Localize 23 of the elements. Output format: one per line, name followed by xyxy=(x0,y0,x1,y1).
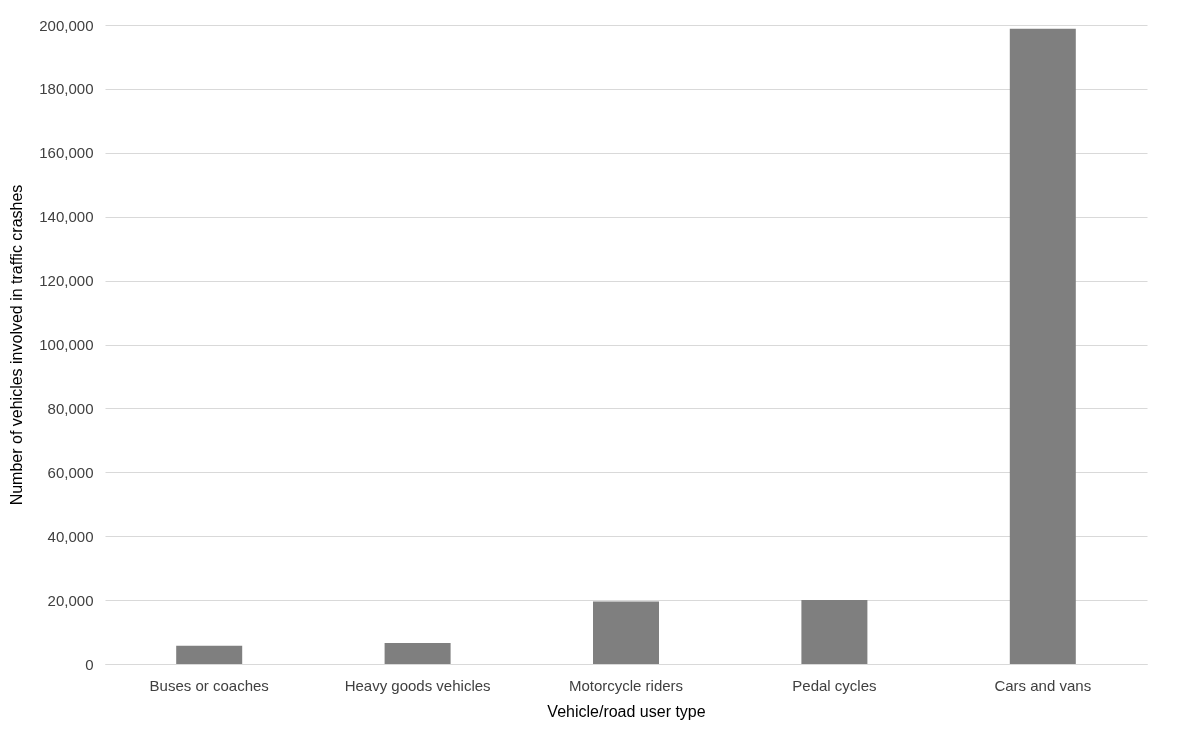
bar xyxy=(176,645,243,664)
y-tick-label: 20,000 xyxy=(47,591,94,609)
x-tick-label: Pedal cycles xyxy=(792,676,877,694)
bar xyxy=(1009,28,1076,664)
y-tick-label: 60,000 xyxy=(47,463,94,481)
y-tick-label: 100,000 xyxy=(39,336,94,353)
bar xyxy=(801,600,868,664)
y-tick-label: 80,000 xyxy=(47,399,94,417)
y-tick-label: 200,000 xyxy=(39,16,94,34)
y-tick-label: 0 xyxy=(85,655,94,673)
x-tick-label: Motorcycle riders xyxy=(568,676,684,694)
y-tick-label: 180,000 xyxy=(39,80,94,98)
y-tick-label: 40,000 xyxy=(47,527,94,545)
y-tick-label: 160,000 xyxy=(39,144,94,162)
y-axis-title: Number of vehicles involved in traffic crashes xyxy=(8,184,26,506)
bar xyxy=(593,601,659,664)
y-tick-label: 120,000 xyxy=(39,272,94,290)
x-axis-title: Vehicle/road user type xyxy=(547,702,706,720)
x-tick-label: Buses or coaches xyxy=(149,676,269,694)
bar xyxy=(384,642,451,664)
x-tick-label: Cars and vans xyxy=(994,676,1092,694)
x-tick-label: Heavy goods vehicles xyxy=(344,676,491,694)
y-tick-label: 140,000 xyxy=(39,208,94,226)
